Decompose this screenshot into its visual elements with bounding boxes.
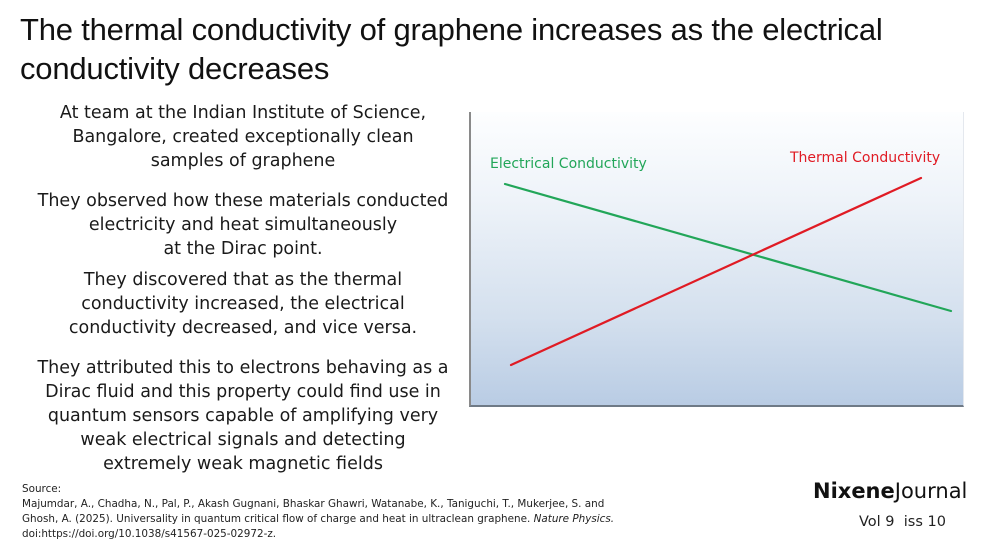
slide-title: The thermal conductivity of graphene inc… xyxy=(20,12,883,86)
brand-logo: NixeneJournal xyxy=(813,479,967,503)
paragraph-team: At team at the Indian Institute of Scien… xyxy=(59,103,427,171)
electrical-conductivity-line xyxy=(503,182,953,313)
chart-area xyxy=(469,112,964,407)
thermal-conductivity-label: Thermal Conductivity xyxy=(790,150,941,166)
paragraph-application: They attributed this to electrons behavi… xyxy=(37,358,449,474)
volume-issue: Vol 9 iss 10 xyxy=(859,514,946,530)
citation-title-line: Ghosh, A. (2025). Universality in quantu… xyxy=(22,512,662,527)
brand-name-bold: Nixene xyxy=(813,479,895,503)
citation-doi: doi:https://doi.org/10.1038/s41567-025-0… xyxy=(22,528,277,540)
citation-journal: Nature Physics. xyxy=(533,513,615,525)
thermal-conductivity-line xyxy=(509,176,923,367)
paragraph-discovery: They discovered that as the thermal cond… xyxy=(68,270,418,338)
citation-title: Ghosh, A. (2025). Universality in quantu… xyxy=(22,513,534,525)
citation-authors: Majumdar, A., Chadha, N., Pal, P., Akash… xyxy=(22,498,605,510)
source-label: Source: xyxy=(22,483,62,495)
source-citation: Source: Majumdar, A., Chadha, N., Pal, P… xyxy=(22,482,662,542)
paragraph-observation: They observed how these materials conduc… xyxy=(37,191,449,259)
brand-name-light: Journal xyxy=(894,479,968,503)
electrical-conductivity-label: Electrical Conductivity xyxy=(490,156,647,172)
chart-lines xyxy=(503,176,953,367)
